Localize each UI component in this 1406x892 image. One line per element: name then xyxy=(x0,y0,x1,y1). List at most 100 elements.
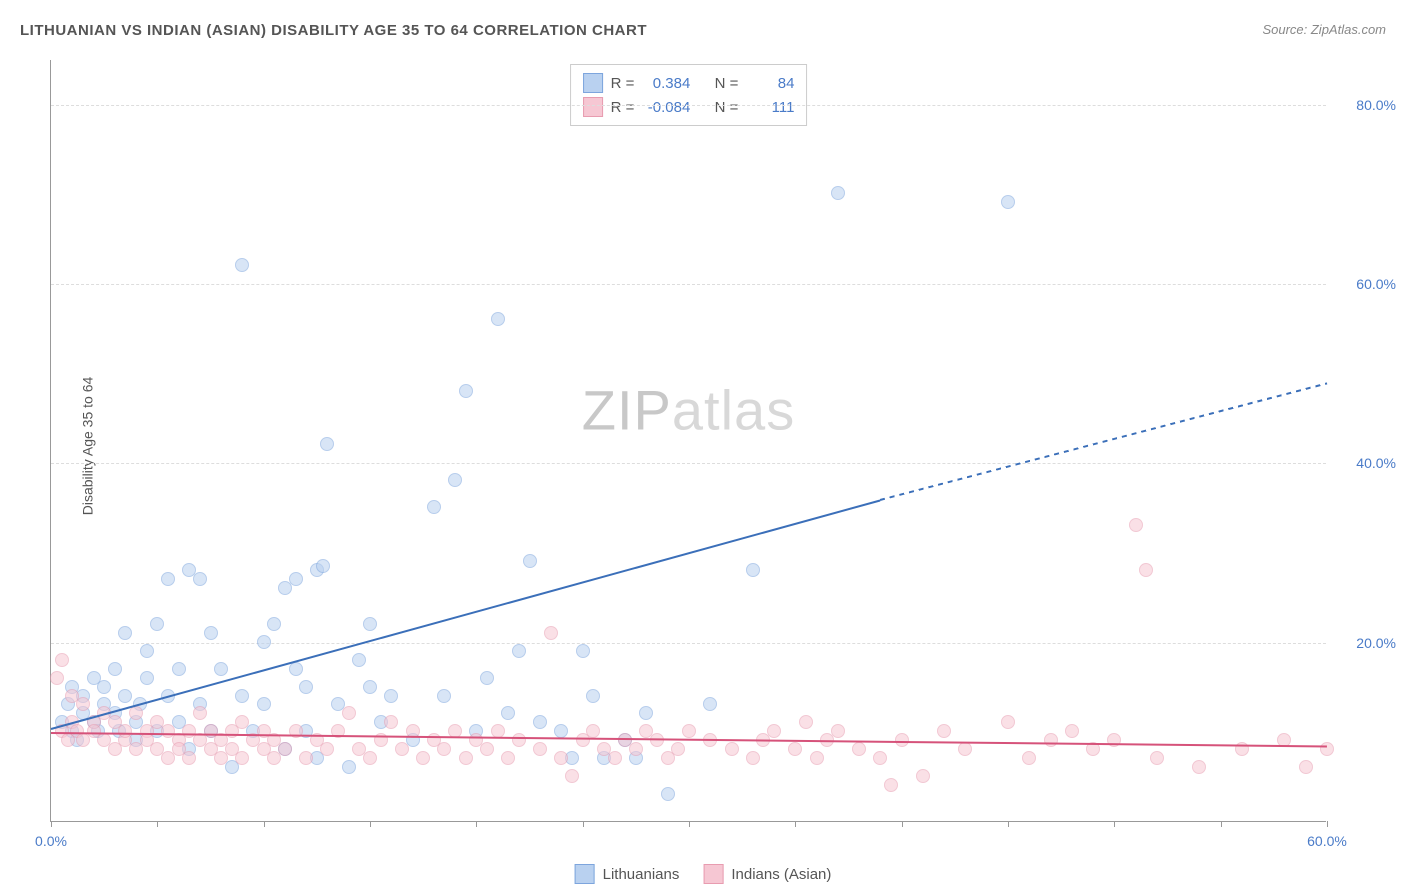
scatter-point xyxy=(182,751,196,765)
scatter-point xyxy=(512,733,526,747)
scatter-point xyxy=(1139,563,1153,577)
legend-r-value: 0.384 xyxy=(642,75,690,92)
legend-n-value: 84 xyxy=(746,75,794,92)
watermark-zip: ZIP xyxy=(582,379,672,442)
scatter-point xyxy=(342,706,356,720)
scatter-point xyxy=(289,572,303,586)
scatter-point xyxy=(831,724,845,738)
scatter-point xyxy=(118,689,132,703)
scatter-point xyxy=(586,689,600,703)
scatter-point xyxy=(316,559,330,573)
x-tick xyxy=(689,821,690,827)
x-tick xyxy=(1221,821,1222,827)
scatter-point xyxy=(554,751,568,765)
scatter-point xyxy=(1129,518,1143,532)
watermark-atlas: atlas xyxy=(672,379,795,442)
x-tick xyxy=(476,821,477,827)
y-tick-label: 40.0% xyxy=(1336,455,1396,471)
legend-row: R =-0.084 N =111 xyxy=(583,95,795,119)
scatter-point xyxy=(523,554,537,568)
gridline xyxy=(51,463,1326,464)
scatter-point xyxy=(363,680,377,694)
scatter-point xyxy=(320,437,334,451)
x-tick xyxy=(795,821,796,827)
scatter-point xyxy=(639,706,653,720)
scatter-point xyxy=(884,778,898,792)
gridline xyxy=(51,105,1326,106)
scatter-point xyxy=(299,751,313,765)
legend-swatch xyxy=(583,73,603,93)
gridline xyxy=(51,284,1326,285)
scatter-point xyxy=(799,715,813,729)
scatter-point xyxy=(235,689,249,703)
scatter-point xyxy=(193,706,207,720)
scatter-point xyxy=(129,706,143,720)
scatter-point xyxy=(937,724,951,738)
y-tick-label: 20.0% xyxy=(1336,635,1396,651)
source-attribution: Source: ZipAtlas.com xyxy=(1262,22,1386,37)
scatter-point xyxy=(1150,751,1164,765)
watermark: ZIPatlas xyxy=(582,378,795,443)
scatter-point xyxy=(76,697,90,711)
scatter-point xyxy=(682,724,696,738)
scatter-point xyxy=(608,751,622,765)
scatter-point xyxy=(916,769,930,783)
scatter-point xyxy=(661,787,675,801)
legend-swatch xyxy=(583,97,603,117)
x-tick xyxy=(370,821,371,827)
scatter-point xyxy=(363,751,377,765)
scatter-point xyxy=(459,384,473,398)
x-tick-label: 60.0% xyxy=(1307,833,1347,849)
scatter-point xyxy=(1001,715,1015,729)
scatter-point xyxy=(193,572,207,586)
scatter-point xyxy=(480,742,494,756)
trend-line xyxy=(880,383,1327,501)
scatter-point xyxy=(140,671,154,685)
scatter-point xyxy=(852,742,866,756)
scatter-point xyxy=(501,706,515,720)
legend-r-label: R = xyxy=(611,99,635,116)
scatter-point xyxy=(459,751,473,765)
scatter-point xyxy=(873,751,887,765)
legend-r-value: -0.084 xyxy=(642,99,690,116)
series-legend-item: Indians (Asian) xyxy=(703,864,831,884)
scatter-point xyxy=(172,662,186,676)
x-tick xyxy=(264,821,265,827)
legend-n-label: N = xyxy=(715,75,739,92)
x-tick xyxy=(51,821,52,827)
gridline xyxy=(51,643,1326,644)
scatter-point xyxy=(384,689,398,703)
scatter-point xyxy=(384,715,398,729)
scatter-point xyxy=(352,653,366,667)
scatter-point xyxy=(554,724,568,738)
scatter-point xyxy=(140,644,154,658)
series-legend-label: Indians (Asian) xyxy=(731,866,831,883)
scatter-point xyxy=(161,572,175,586)
scatter-point xyxy=(363,617,377,631)
scatter-point xyxy=(586,724,600,738)
scatter-point xyxy=(118,626,132,640)
scatter-point xyxy=(725,742,739,756)
scatter-point xyxy=(416,751,430,765)
scatter-point xyxy=(1022,751,1036,765)
scatter-point xyxy=(1001,195,1015,209)
scatter-point xyxy=(267,617,281,631)
scatter-point xyxy=(204,626,218,640)
scatter-point xyxy=(1299,760,1313,774)
chart-title: LITHUANIAN VS INDIAN (ASIAN) DISABILITY … xyxy=(20,22,647,39)
scatter-point xyxy=(235,258,249,272)
scatter-point xyxy=(533,742,547,756)
scatter-point xyxy=(810,751,824,765)
series-legend: LithuaniansIndians (Asian) xyxy=(575,864,832,884)
scatter-point xyxy=(118,724,132,738)
scatter-point xyxy=(257,635,271,649)
scatter-point xyxy=(1320,742,1334,756)
scatter-point xyxy=(512,644,526,658)
scatter-point xyxy=(703,697,717,711)
legend-row: R =0.384 N =84 xyxy=(583,71,795,95)
legend-swatch xyxy=(575,864,595,884)
y-tick-label: 60.0% xyxy=(1336,276,1396,292)
x-tick xyxy=(1114,821,1115,827)
x-tick-label: 0.0% xyxy=(35,833,67,849)
scatter-point xyxy=(629,742,643,756)
